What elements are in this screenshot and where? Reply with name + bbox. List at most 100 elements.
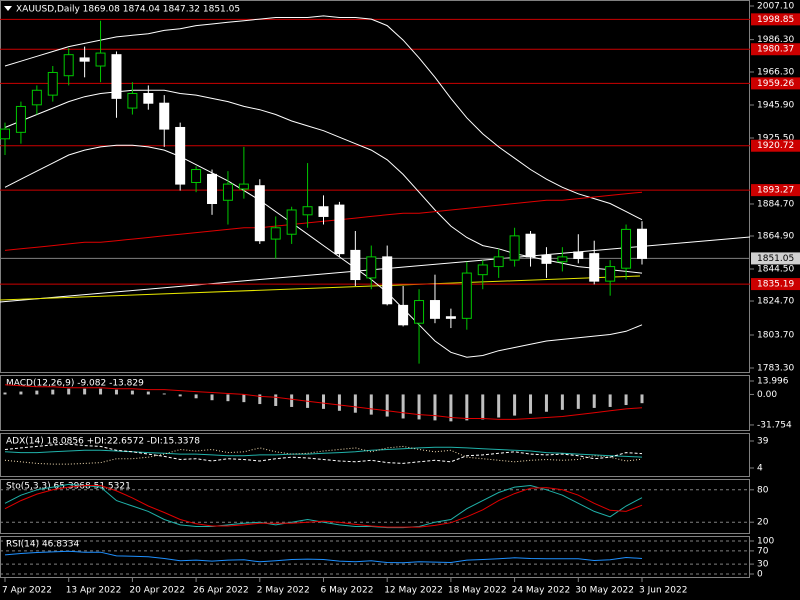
- candle-body: [509, 235, 520, 261]
- macd-bar: [146, 391, 150, 395]
- candle-body: [366, 256, 377, 279]
- macd-bar: [624, 394, 628, 406]
- x-tick-label: 18 May 2022: [448, 586, 507, 596]
- candle-body: [238, 183, 249, 190]
- macd-bar: [258, 394, 262, 405]
- macd-bar: [576, 394, 580, 409]
- macd-bar: [433, 394, 437, 421]
- y-tick-label: 4: [757, 463, 763, 473]
- panel-title: ADX(14) 18.0856 +DI:22.6572 -DI:15.3378: [6, 437, 200, 447]
- candle-body: [191, 169, 202, 183]
- candle-body: [159, 102, 170, 130]
- panel-title: Sto(5,3,3) 65.3968 51.5321: [6, 482, 131, 492]
- level-label-bg: [751, 278, 800, 291]
- candle-body: [254, 185, 265, 242]
- macd-bar: [210, 394, 214, 401]
- y-tick-label: 1824.70: [757, 297, 794, 307]
- panel-frames: [0, 0, 750, 578]
- candle-body: [637, 228, 647, 259]
- candle-body: [111, 54, 122, 99]
- y-tick-label: 20: [757, 518, 769, 528]
- y-tick-label: 13.996: [757, 377, 789, 387]
- candle-body: [207, 173, 218, 204]
- x-tick-label: 3 Jun 2022: [639, 586, 687, 596]
- y-tick-label: 1884.70: [757, 199, 794, 209]
- x-tick-label: 30 May 2022: [575, 586, 634, 596]
- macd-bar: [3, 392, 7, 395]
- level-label: 1980.37: [757, 45, 794, 55]
- adx-frame: [0, 433, 750, 477]
- candle-body: [621, 228, 632, 269]
- macd-bar: [226, 394, 230, 402]
- level-label-bg: [751, 184, 800, 197]
- candle-body: [31, 89, 42, 106]
- macd-bar: [130, 390, 134, 395]
- candle-body: [95, 52, 106, 67]
- macd-bar: [322, 394, 325, 409]
- candle-body: [127, 93, 138, 109]
- macd-bar: [592, 394, 596, 408]
- y-tick-label: 1966.30: [757, 67, 794, 77]
- y-tick-label: 1864.90: [757, 232, 794, 242]
- candle-body: [175, 126, 186, 185]
- x-tick-label: 13 Apr 2022: [66, 586, 122, 596]
- stoch-frame: [0, 479, 750, 534]
- candle-body: [477, 264, 488, 276]
- y-tick-label: 39: [757, 437, 769, 447]
- series-line: [4, 89, 643, 274]
- level-label-bg: [751, 139, 800, 152]
- macd-bar: [51, 389, 55, 395]
- candle-body: [429, 300, 440, 319]
- rsi-frame: [0, 536, 750, 578]
- macd-bar: [67, 388, 71, 395]
- level-label: 1998.85: [757, 15, 794, 25]
- macd-bar: [99, 388, 103, 395]
- macd-bar: [178, 394, 182, 397]
- macd-bar: [608, 394, 612, 407]
- candle-body: [47, 71, 58, 96]
- panel-title: RSI(14) 46.8334: [6, 540, 79, 550]
- y-tick-label: 1986.30: [757, 35, 794, 45]
- candle-body: [222, 183, 233, 201]
- y-tick-label: 1844.50: [757, 265, 794, 275]
- macd-bar: [497, 394, 501, 418]
- y-tick-label: -31.754: [757, 420, 792, 430]
- candle-body: [143, 93, 154, 104]
- x-tick-label: 7 Apr 2022: [2, 586, 52, 596]
- series-line: [4, 446, 643, 458]
- macd-bar: [481, 394, 485, 420]
- macd-bar: [19, 391, 23, 395]
- series-line: [4, 445, 643, 465]
- macd-bar: [385, 394, 389, 417]
- candle-body: [398, 304, 409, 326]
- macd-frame: [0, 375, 750, 431]
- last-price-label-bg: [751, 252, 800, 265]
- level-label: 1959.26: [757, 79, 794, 89]
- last-price-label: 1851.05: [757, 254, 794, 264]
- y-tick-label: 1803.70: [757, 331, 794, 341]
- macd-bar: [114, 389, 118, 395]
- candle-body: [573, 251, 584, 259]
- y-tick-label: 100: [757, 537, 774, 547]
- y-tick-label: 30: [757, 560, 769, 570]
- x-tick-label: 26 Apr 2022: [193, 586, 249, 596]
- series-line: [4, 443, 643, 464]
- candle-body: [557, 256, 568, 263]
- panel-title: MACD(12,26,9) -9.082 -13.829: [6, 379, 144, 389]
- candle-body: [302, 206, 313, 216]
- level-label: 1920.72: [757, 141, 794, 151]
- candle-body: [493, 256, 504, 268]
- candle-body: [541, 254, 552, 264]
- candle-body: [445, 316, 456, 319]
- candle-body: [334, 204, 345, 255]
- level-label-bg: [751, 77, 800, 90]
- macd-bar: [369, 394, 373, 415]
- candle-body: [605, 266, 616, 282]
- y-tick-label: 0: [757, 570, 763, 580]
- macd-bar: [560, 394, 564, 410]
- candle-body: [382, 256, 393, 305]
- candle-body: [0, 128, 10, 140]
- series-line: [4, 550, 643, 564]
- title-marker: [4, 6, 12, 11]
